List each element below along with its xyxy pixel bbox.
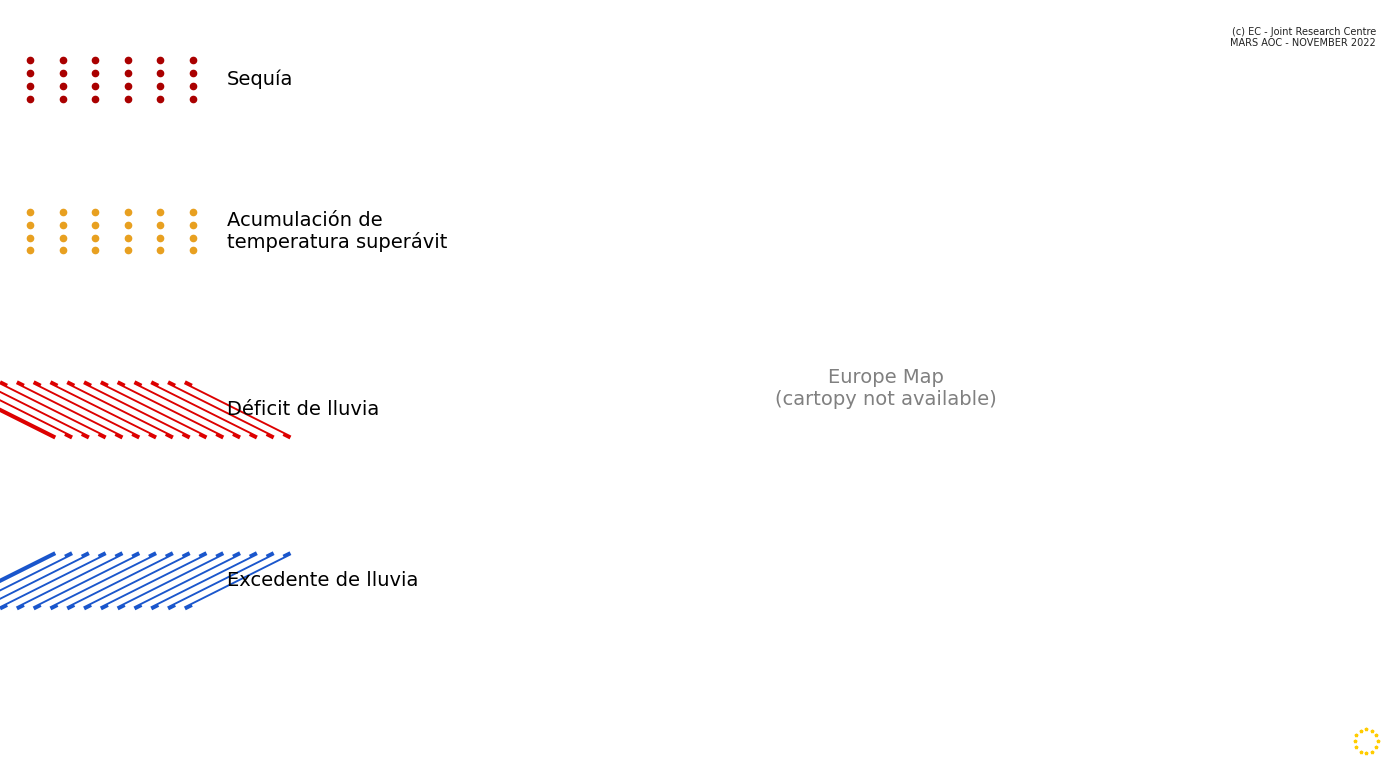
Text: Sequía: Sequía bbox=[227, 70, 294, 89]
Text: Acumulación de: Acumulación de bbox=[227, 211, 382, 229]
Text: (c) EC - Joint Research Centre
MARS AOC - NOVEMBER 2022: (c) EC - Joint Research Centre MARS AOC … bbox=[1231, 26, 1376, 48]
Text: Excedente de lluvia: Excedente de lluvia bbox=[227, 571, 419, 591]
Text: Déficit de lluvia: Déficit de lluvia bbox=[227, 400, 379, 420]
Text: temperatura superávit: temperatura superávit bbox=[227, 232, 448, 253]
Text: Europe Map
(cartopy not available): Europe Map (cartopy not available) bbox=[774, 368, 997, 409]
Bar bbox=[20, 54, 204, 105]
Bar bbox=[20, 385, 204, 435]
Bar bbox=[20, 206, 204, 256]
Bar bbox=[20, 556, 204, 606]
